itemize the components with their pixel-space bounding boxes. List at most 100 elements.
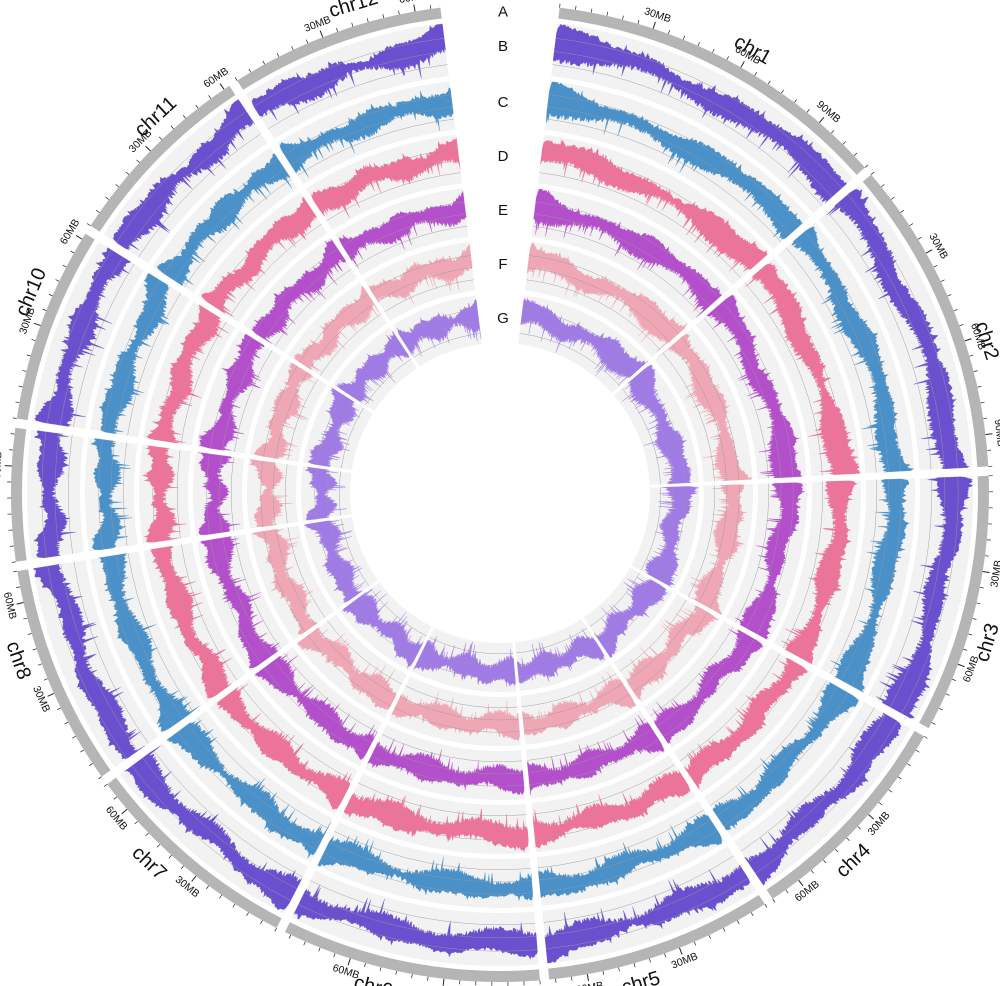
track-B-chr10-gridline bbox=[60, 256, 124, 426]
chr1-tick bbox=[781, 89, 785, 94]
track-G-chr12-gridline bbox=[406, 321, 479, 348]
chr3-tick bbox=[957, 663, 965, 668]
chr9-tick-label: 30MB bbox=[0, 451, 5, 479]
chr9-label: chr9 bbox=[0, 458, 2, 498]
track-C-chr5-area bbox=[538, 814, 722, 898]
chr3-tick bbox=[952, 678, 957, 681]
chr2-tick bbox=[890, 196, 895, 200]
chr11-tick bbox=[95, 209, 100, 213]
track-F-chr2-gridline bbox=[662, 352, 715, 482]
track-F-chr5-gridline bbox=[522, 683, 624, 720]
track-G-chr5-gridline bbox=[518, 648, 601, 678]
track-D-chr7-gridline bbox=[230, 692, 348, 792]
track-C-chr12-gridline bbox=[290, 106, 453, 166]
track-F-chr11-gridline bbox=[319, 313, 382, 376]
track-D-chr2-gridline bbox=[754, 274, 835, 475]
chr10-tick-label: 60MB bbox=[58, 217, 83, 247]
chr2-tick bbox=[977, 386, 982, 388]
chr2-tick bbox=[947, 294, 952, 297]
chr8-tick bbox=[43, 678, 48, 681]
track-C-chr12-gridline bbox=[284, 94, 452, 155]
track-F-chr10-area bbox=[253, 362, 315, 460]
track-E-chr8-gridline bbox=[222, 537, 272, 657]
chr12-tick bbox=[336, 27, 339, 32]
track-C-chr8-gridline bbox=[103, 557, 174, 726]
track-B-chr4-gridline bbox=[747, 714, 887, 863]
chr8-tick bbox=[47, 692, 55, 697]
track-D-chr8-gridline bbox=[169, 546, 228, 688]
track-D-chr2-gridline bbox=[763, 266, 847, 475]
track-B-chr11-area bbox=[112, 99, 256, 251]
track-C-chr1-gridline bbox=[548, 94, 800, 227]
chr2-tick bbox=[881, 184, 885, 188]
chr3-tick bbox=[945, 693, 950, 696]
chr11-tick bbox=[145, 145, 151, 152]
track-G-chr2-gridline bbox=[640, 372, 686, 483]
track-F-chr3-gridline bbox=[698, 485, 728, 603]
track-G-chr9-gridline bbox=[326, 469, 329, 518]
chr2-tick bbox=[940, 279, 945, 282]
chr1-tick bbox=[842, 141, 846, 145]
chr7-tick bbox=[274, 927, 277, 932]
track-B-chr9-area bbox=[33, 430, 76, 559]
track-G-chr6-area bbox=[413, 636, 516, 687]
track-G-chr11-gridline bbox=[354, 348, 405, 399]
track-letter-E: E bbox=[498, 202, 508, 219]
track-E-chr6-gridline bbox=[370, 756, 524, 787]
track-B-chr2-gridline bbox=[827, 211, 932, 470]
track-G-chr8-gridline bbox=[341, 518, 370, 587]
chr7-tick bbox=[246, 912, 249, 917]
chr7-tick bbox=[219, 894, 222, 899]
chr12-tick bbox=[413, 4, 416, 12]
track-C-chr2-gridline bbox=[785, 247, 877, 473]
chr8-tick bbox=[23, 617, 28, 620]
chr10-tick bbox=[12, 417, 17, 419]
track-C-chr4-area bbox=[712, 682, 859, 831]
track-G-chr2-area bbox=[621, 364, 692, 485]
chr12-tick bbox=[351, 22, 354, 27]
chr8-tick bbox=[98, 776, 102, 780]
chr4-tick bbox=[923, 736, 928, 739]
chr8-tick bbox=[72, 735, 76, 739]
chr10-ideogram-band bbox=[16, 233, 95, 421]
track-F-chr6-area bbox=[391, 691, 520, 742]
chr4-tick bbox=[878, 801, 883, 806]
chr3-ideogram-band bbox=[919, 475, 990, 729]
chr1-tick bbox=[590, 8, 593, 13]
track-B-chr1-background bbox=[551, 23, 853, 214]
track-G-chr9-area bbox=[305, 466, 347, 521]
chr5-tick bbox=[602, 970, 605, 976]
chr12-tick bbox=[429, 4, 432, 9]
chr5-tick bbox=[722, 927, 726, 932]
track-C-chr1-gridline bbox=[545, 118, 782, 243]
track-C-chr8-gridline bbox=[127, 553, 194, 712]
track-B-chr8-gridline bbox=[47, 566, 127, 759]
track-D-chr5-gridline bbox=[533, 774, 682, 827]
track-G-chr1-area bbox=[520, 298, 649, 386]
track-E-chr12-gridline bbox=[348, 213, 466, 257]
chr2-tick bbox=[980, 401, 985, 404]
track-B-chr9-gridline bbox=[68, 435, 73, 554]
chr7-tick bbox=[113, 796, 118, 800]
chr12-tick bbox=[398, 10, 400, 15]
track-E-chr5-gridline bbox=[529, 739, 659, 786]
track-F-chr4-gridline bbox=[626, 605, 698, 682]
chr6-tick bbox=[303, 941, 306, 946]
track-E-chr5-gridline bbox=[527, 718, 646, 761]
chr10-tick bbox=[70, 250, 75, 254]
chr5-tick bbox=[618, 967, 620, 972]
chr4-tick bbox=[823, 859, 827, 864]
track-C-chr9-gridline bbox=[110, 441, 116, 548]
track-F-chr1-gridline bbox=[529, 255, 679, 334]
chr1-tick bbox=[767, 80, 771, 85]
chr2-tick bbox=[900, 209, 905, 213]
chr1-tick bbox=[754, 71, 758, 76]
chr2-tick bbox=[953, 309, 958, 312]
track-B-chr6-area bbox=[293, 884, 538, 960]
track-letter-B: B bbox=[498, 38, 508, 55]
track-G-chr8-gridline bbox=[316, 522, 350, 601]
chr2-tick bbox=[969, 354, 974, 357]
track-G-chr3-gridline bbox=[640, 487, 661, 571]
track-C-chr2-gridline bbox=[804, 231, 901, 472]
